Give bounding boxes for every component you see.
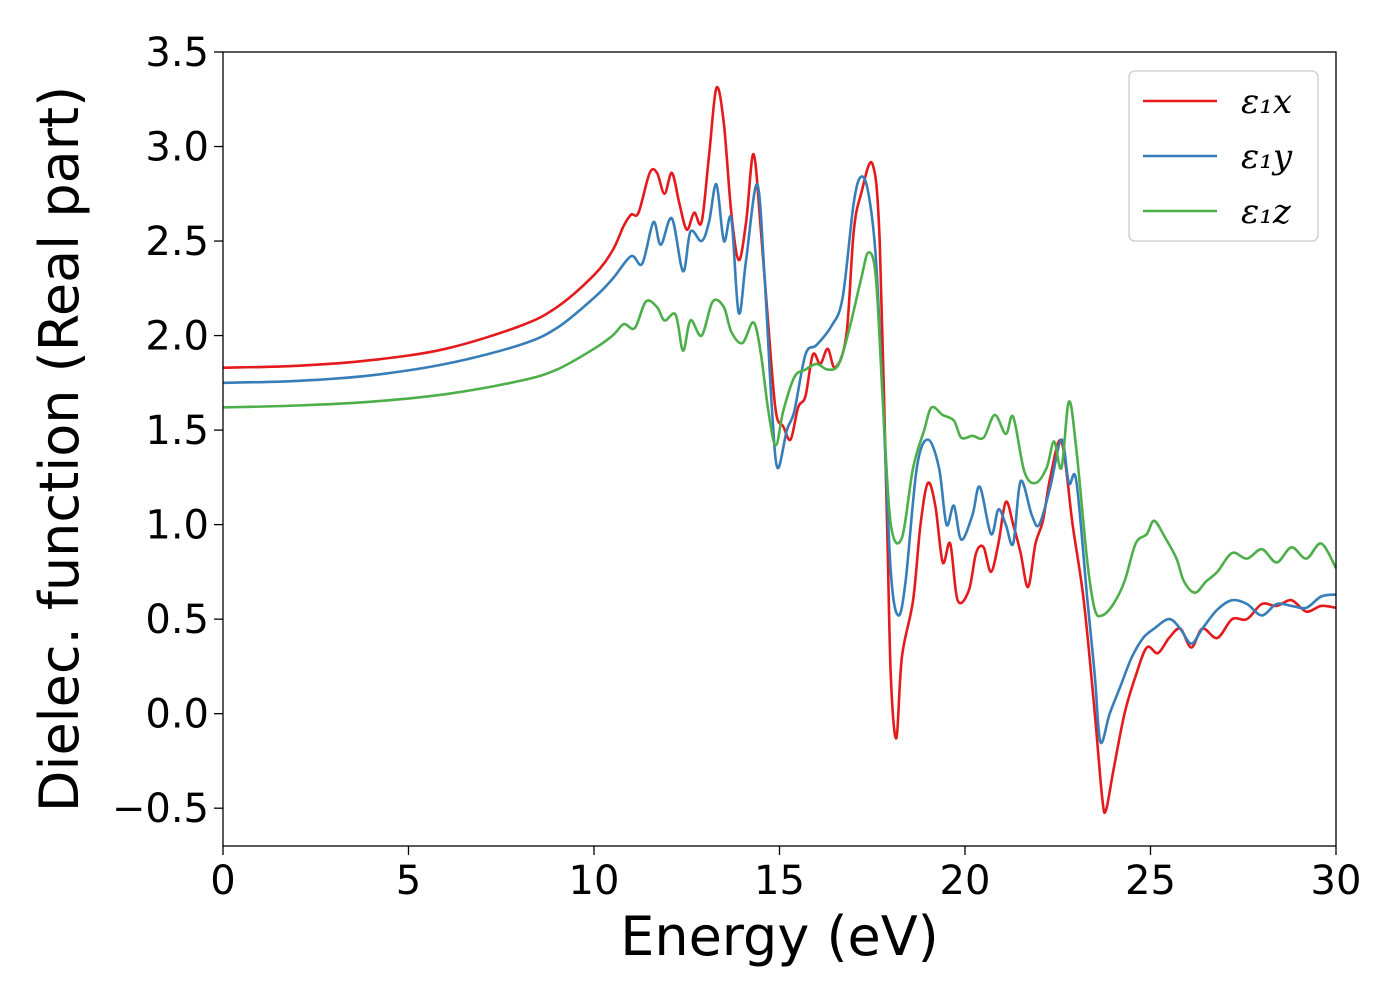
x-tick-label: 20 — [940, 858, 991, 904]
x-tick-label: 25 — [1125, 858, 1176, 904]
legend-items: ε₁x ε₁y ε₁z — [1143, 82, 1293, 232]
y-tick-label: 1.5 — [145, 408, 209, 454]
y-tick-label: 0.5 — [145, 597, 209, 643]
legend: ε₁x ε₁y ε₁z — [1128, 70, 1319, 242]
legend-label: ε₁y — [1241, 137, 1293, 177]
ticks-layer: 0 5 10 15 20 25 30 −0.5 0.0 0.5 1.0 1.5 2.0 2.5 3.0 3.5 — [112, 30, 1362, 904]
x-tick-label: 5 — [396, 858, 421, 904]
x-tick-label: 10 — [569, 858, 620, 904]
y-tick-label: 0.0 — [145, 692, 209, 738]
x-tick-label: 0 — [210, 858, 235, 904]
legend-box — [1128, 70, 1319, 242]
y-tick-label: 1.0 — [145, 503, 209, 549]
legend-label: ε₁z — [1241, 192, 1292, 232]
series-layer — [222, 85, 1338, 815]
y-axis-title: Dielec. function (Real part) — [28, 86, 91, 812]
series-line-1 — [222, 85, 1337, 815]
series-line-3 — [222, 251, 1338, 618]
x-tick-label: 15 — [754, 858, 805, 904]
y-tick-label: 3.0 — [145, 125, 209, 171]
y-tick-label: 2.5 — [145, 219, 209, 265]
series-line-2 — [222, 175, 1337, 745]
x-axis-title: Energy (eV) — [620, 905, 939, 968]
y-tick-label: −0.5 — [112, 786, 209, 832]
legend-label: ε₁x — [1241, 82, 1292, 122]
y-tick-label: 3.5 — [145, 30, 209, 76]
y-tick-label: 2.0 — [145, 314, 209, 360]
x-tick-label: 30 — [1311, 858, 1362, 904]
